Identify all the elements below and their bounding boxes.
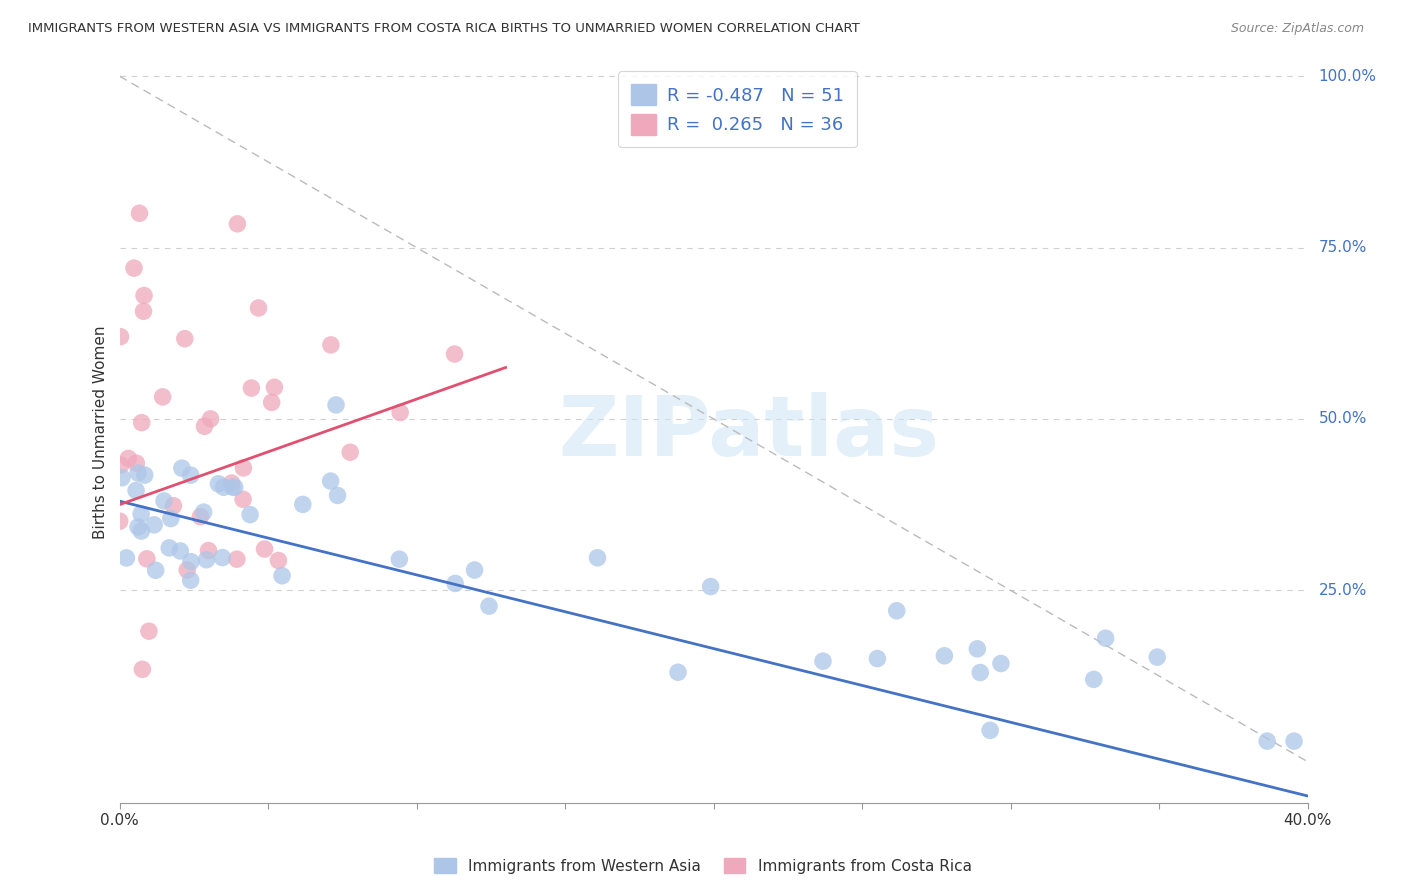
Point <box>180 468 202 483</box>
Point <box>225 552 247 566</box>
Point <box>197 543 219 558</box>
Text: 50.0%: 50.0% <box>1319 411 1367 426</box>
Point <box>180 555 202 569</box>
Point <box>122 261 145 276</box>
Point <box>1282 734 1305 748</box>
Point <box>143 517 166 532</box>
Point <box>131 662 153 676</box>
Point <box>1146 650 1168 665</box>
Point <box>444 576 467 591</box>
Text: ZIPatlas: ZIPatlas <box>558 392 939 473</box>
Point <box>226 217 249 231</box>
Point <box>339 445 361 459</box>
Point <box>267 553 290 567</box>
Text: 25.0%: 25.0% <box>1319 582 1367 598</box>
Text: IMMIGRANTS FROM WESTERN ASIA VS IMMIGRANTS FROM COSTA RICA BIRTHS TO UNMARRIED W: IMMIGRANTS FROM WESTERN ASIA VS IMMIGRAN… <box>28 22 860 36</box>
Point <box>1083 673 1105 687</box>
Point <box>129 507 152 521</box>
Y-axis label: Births to Unmarried Women: Births to Unmarried Women <box>93 326 108 540</box>
Point <box>1256 734 1278 748</box>
Point <box>190 509 212 524</box>
Point <box>478 599 501 614</box>
Point <box>319 338 342 352</box>
Point <box>224 480 246 494</box>
Point <box>125 456 148 470</box>
Point <box>1094 631 1116 645</box>
Point <box>232 492 254 507</box>
Legend: Immigrants from Western Asia, Immigrants from Costa Rica: Immigrants from Western Asia, Immigrants… <box>429 852 977 880</box>
Point <box>271 568 294 582</box>
Point <box>169 544 191 558</box>
Point <box>162 499 184 513</box>
Point <box>263 380 285 394</box>
Point <box>990 657 1012 671</box>
Point <box>212 480 235 494</box>
Point <box>319 474 342 488</box>
Point <box>211 550 233 565</box>
Point <box>131 416 153 430</box>
Point <box>145 563 167 577</box>
Text: 75.0%: 75.0% <box>1319 240 1367 255</box>
Point <box>170 461 193 475</box>
Point <box>117 451 139 466</box>
Text: 100.0%: 100.0% <box>1319 69 1376 84</box>
Point <box>127 466 149 480</box>
Point <box>176 563 198 577</box>
Point <box>221 480 243 494</box>
Point <box>207 476 229 491</box>
Point <box>325 398 347 412</box>
Point <box>135 551 157 566</box>
Point <box>134 468 156 483</box>
Point <box>811 654 834 668</box>
Point <box>247 301 270 315</box>
Point <box>586 550 609 565</box>
Point <box>200 412 222 426</box>
Point <box>180 574 202 588</box>
Point <box>115 550 138 565</box>
Point <box>464 563 486 577</box>
Point <box>125 483 148 498</box>
Point <box>326 488 349 502</box>
Point <box>159 511 181 525</box>
Point <box>389 405 412 419</box>
Point <box>110 458 132 472</box>
Point <box>153 494 176 508</box>
Point <box>969 665 991 680</box>
Point <box>979 723 1001 738</box>
Point <box>699 580 721 594</box>
Point <box>260 395 283 409</box>
Point <box>108 514 131 528</box>
Point <box>152 390 174 404</box>
Point <box>443 347 465 361</box>
Point <box>966 641 988 656</box>
Point <box>127 520 149 534</box>
Legend: R = -0.487   N = 51, R =  0.265   N = 36: R = -0.487 N = 51, R = 0.265 N = 36 <box>619 71 856 147</box>
Point <box>221 476 243 491</box>
Point <box>138 624 160 639</box>
Point <box>193 505 215 519</box>
Point <box>291 497 314 511</box>
Point <box>934 648 956 663</box>
Point <box>128 206 150 220</box>
Point <box>157 541 180 555</box>
Point <box>173 332 195 346</box>
Point <box>866 651 889 665</box>
Point <box>129 524 152 538</box>
Point <box>388 552 411 566</box>
Point <box>132 288 155 302</box>
Point <box>193 419 215 434</box>
Point <box>195 553 218 567</box>
Point <box>253 541 276 556</box>
Point <box>240 381 263 395</box>
Point <box>666 665 689 680</box>
Point <box>886 604 908 618</box>
Point <box>239 508 262 522</box>
Text: Source: ZipAtlas.com: Source: ZipAtlas.com <box>1230 22 1364 36</box>
Point <box>232 461 254 475</box>
Point <box>111 471 134 485</box>
Point <box>110 329 132 343</box>
Point <box>132 304 155 318</box>
